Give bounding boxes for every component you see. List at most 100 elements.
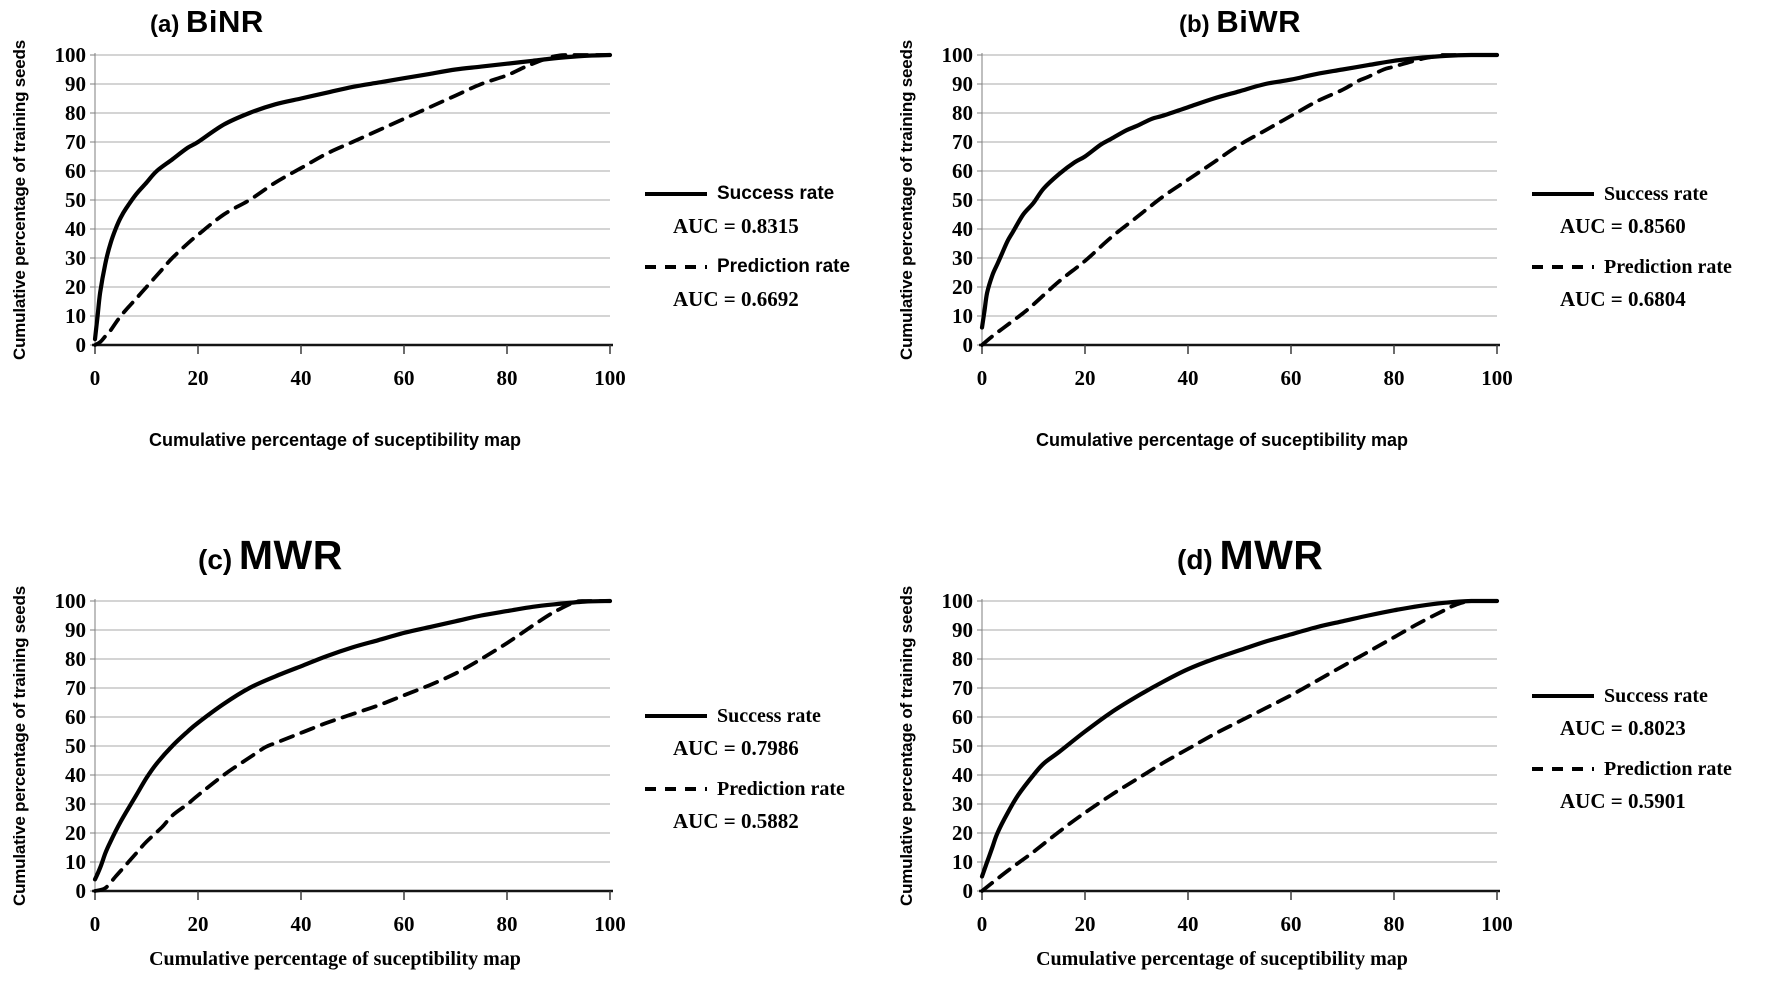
x-tick-label: 80 xyxy=(1384,366,1405,390)
y-tick-label: 40 xyxy=(65,217,86,241)
y-tick-label: 100 xyxy=(942,45,974,67)
y-tick-label: 0 xyxy=(963,333,974,357)
plot-area: 0 10 20 30 40 50 60 70 80 90 100 0 20 40 60 80 100 xyxy=(55,591,626,936)
x-tick-label: 0 xyxy=(90,366,101,390)
y-tick-label: 10 xyxy=(65,850,86,874)
y-tick-label: 30 xyxy=(952,246,973,270)
y-tick-label: 100 xyxy=(942,591,974,613)
x-tick-label: 60 xyxy=(1281,912,1302,936)
dashed-line-sample xyxy=(1532,265,1594,269)
x-tick-label: 20 xyxy=(188,912,209,936)
dashed-line-sample xyxy=(1532,767,1594,771)
success-rate-curve xyxy=(92,52,613,342)
success-rate-curve xyxy=(979,598,1500,879)
legend-label-prediction: Prediction rate xyxy=(717,777,845,800)
y-tick-label: 10 xyxy=(952,850,973,874)
y-tick-label: 70 xyxy=(65,676,86,700)
y-tick-label: 50 xyxy=(65,188,86,212)
x-axis-title: Cumulative percentage of suceptibility m… xyxy=(148,430,522,450)
x-tick-label: 80 xyxy=(497,366,518,390)
x-tick-label: 80 xyxy=(497,912,518,936)
legend-label-prediction: Prediction rate xyxy=(1604,255,1732,278)
x-tick-label: 100 xyxy=(1481,366,1513,390)
panel-letter: (b) xyxy=(1179,11,1210,38)
panel-letter: (a) xyxy=(150,11,180,38)
x-tick-label: 20 xyxy=(1075,366,1096,390)
legend-label-success: Success rate xyxy=(717,183,835,204)
panel-title: (a) BiNR xyxy=(150,4,264,40)
y-tick-label: 40 xyxy=(952,217,973,241)
y-tick-label: 80 xyxy=(952,647,973,671)
x-axis-title: Cumulative percentage of suceptibility m… xyxy=(149,948,521,970)
legend-entry-success: Success rate xyxy=(645,704,895,728)
y-tick-label: 30 xyxy=(65,246,86,270)
legend-entry-prediction: Prediction rate xyxy=(1532,757,1774,781)
x-tick-label: 40 xyxy=(1178,912,1199,936)
panel-method-name: BiNR xyxy=(186,4,264,39)
auc-value-prediction: AUC = 0.6804 xyxy=(1560,287,1686,311)
legend-entry-prediction: Prediction rate xyxy=(1532,255,1774,279)
legend-entry-success: Success rate xyxy=(1532,684,1774,708)
prediction-rate-curve xyxy=(980,53,1499,347)
dashed-line-sample xyxy=(645,265,707,269)
y-tick-label: 10 xyxy=(952,304,973,328)
y-tick-label: 30 xyxy=(65,792,86,816)
x-tick-label: 0 xyxy=(90,912,101,936)
panel-method-name: BiWR xyxy=(1216,4,1301,39)
y-tick-label: 100 xyxy=(55,45,87,67)
x-tick-label: 60 xyxy=(394,912,415,936)
y-tick-label: 90 xyxy=(952,618,973,642)
x-axis-title: Cumulative percentage of suceptibility m… xyxy=(1036,948,1408,970)
x-tick-label: 40 xyxy=(291,366,312,390)
prediction-rate-curve xyxy=(980,599,1499,893)
y-axis-title: Cumulative percentage of training seeds xyxy=(897,39,916,361)
y-tick-label: 60 xyxy=(65,705,86,729)
legend: Success rate AUC = 0.7986 Prediction rat… xyxy=(645,704,895,850)
plot-area: 0 10 20 30 40 50 60 70 80 90 100 0 20 40 60 80 100 xyxy=(55,45,626,390)
y-tick-label: 40 xyxy=(65,763,86,787)
x-tick-label: 20 xyxy=(188,366,209,390)
auc-value-prediction: AUC = 0.6692 xyxy=(673,287,799,311)
legend-label-success: Success rate xyxy=(1604,182,1708,205)
y-tick-label: 90 xyxy=(65,618,86,642)
prediction-rate-curve xyxy=(93,53,612,347)
y-tick-label: 70 xyxy=(65,130,86,154)
panel-title: (c) MWR xyxy=(198,532,343,579)
auc-value-prediction: AUC = 0.5901 xyxy=(1560,789,1686,813)
y-tick-label: 0 xyxy=(963,879,974,903)
auc-value-prediction: AUC = 0.5882 xyxy=(673,809,799,833)
y-tick-label: 90 xyxy=(65,72,86,96)
prediction-rate-curve xyxy=(93,599,612,893)
plot-area: 0 10 20 30 40 50 60 70 80 90 100 0 20 40 60 80 100 xyxy=(942,591,1513,936)
legend: Success rate AUC = 0.8560 Prediction rat… xyxy=(1532,182,1774,328)
plot-area: 0 10 20 30 40 50 60 70 80 90 100 0 20 40 60 80 100 xyxy=(942,45,1513,390)
x-axis-title: Cumulative percentage of suceptibility m… xyxy=(1035,430,1409,450)
x-tick-label: 100 xyxy=(594,912,626,936)
y-axis-title: Cumulative percentage of training seeds xyxy=(10,585,29,907)
solid-line-sample xyxy=(645,714,707,718)
y-tick-label: 70 xyxy=(952,130,973,154)
y-tick-label: 80 xyxy=(65,101,86,125)
legend: Success rate AUC = 0.8315 Prediction rat… xyxy=(645,182,895,328)
y-tick-label: 90 xyxy=(952,72,973,96)
panel-letter: (c) xyxy=(198,544,233,575)
solid-line-sample xyxy=(1532,694,1594,698)
y-tick-label: 20 xyxy=(65,821,86,845)
legend: Success rate AUC = 0.8023 Prediction rat… xyxy=(1532,684,1774,830)
auc-value-success: AUC = 0.8315 xyxy=(673,214,799,238)
legend-label-prediction: Prediction rate xyxy=(1604,757,1732,780)
solid-line-sample xyxy=(1532,192,1594,196)
y-tick-label: 0 xyxy=(76,333,87,357)
legend-label-prediction: Prediction rate xyxy=(717,256,851,277)
y-tick-label: 100 xyxy=(55,591,87,613)
x-tick-label: 100 xyxy=(594,366,626,390)
panel-mwr-d: (d) MWR Cumulative percentage of trainin… xyxy=(887,496,1774,991)
dashed-line-sample xyxy=(645,787,707,791)
panel-letter: (d) xyxy=(1177,544,1213,575)
panel-mwr-c: (c) MWR Cumulative percentage of trainin… xyxy=(0,496,887,991)
x-tick-label: 60 xyxy=(394,366,415,390)
auc-value-success: AUC = 0.7986 xyxy=(673,736,799,760)
y-tick-label: 10 xyxy=(65,304,86,328)
y-tick-label: 60 xyxy=(65,159,86,183)
x-tick-label: 100 xyxy=(1481,912,1513,936)
